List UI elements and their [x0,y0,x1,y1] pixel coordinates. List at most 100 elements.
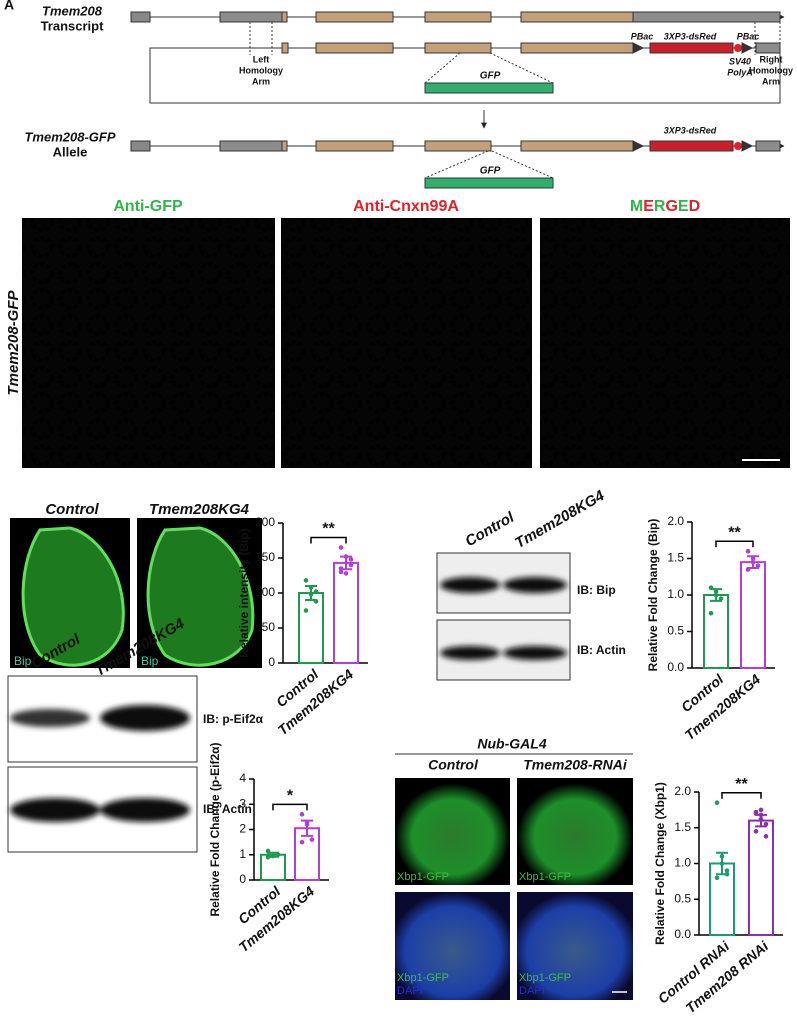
label: Nub-GAL4 [477,736,546,752]
data-point [270,853,276,859]
bar [740,561,766,670]
label: Control [462,508,517,550]
y-tick-label: 0 [239,872,246,886]
data-point [714,800,720,806]
data-point [750,556,756,561]
data-point [719,861,725,866]
label: Tmem208KG4 [512,487,608,552]
significance-bracket [272,803,308,811]
data-point [719,854,725,859]
data-point [763,821,769,827]
diagram-shapes [130,11,785,189]
y-tick-label: 200 [255,515,275,529]
data-point [275,852,281,858]
label: Tmem208-GFP [5,289,22,395]
data-point [724,871,730,877]
label: Anti-Cnxn99A [353,198,459,215]
label: Tmem208-GFP [24,129,115,144]
significance-label: * [287,788,294,805]
label: GFP [480,71,501,82]
data-point [714,875,720,881]
data-point [303,608,309,613]
label: Xbp1-GFP [519,972,571,984]
y-tick-label: 2 [239,822,246,836]
label: Arm [762,76,780,86]
y-tick-label: 100 [255,585,275,599]
data-point [755,563,761,569]
data-point [708,585,714,590]
label: Tmem208 [42,3,103,18]
label: IB: p-Eif2α [203,712,264,726]
data-point [708,610,714,616]
significance-label: ** [728,524,741,541]
data-point [265,848,271,854]
label: IB: Actin [203,802,252,816]
label: Transcript [41,18,105,33]
label: Allele [53,144,88,159]
label: SV40 [729,56,751,66]
significance-label: ** [322,521,335,538]
data-point [304,822,310,827]
data-point [745,548,751,554]
label: IB: Actin [577,643,626,657]
data-point [338,569,344,575]
data-point [713,589,719,594]
y-axis-label: Relative Fold Change (p-Eif2α) [208,742,222,916]
label: Right [760,54,783,64]
data-point [713,592,719,598]
label: PBac [631,31,654,41]
data-point [313,599,319,604]
data-point [303,578,309,583]
label: Left [253,54,270,64]
label: GFP [480,166,501,177]
bar [298,592,324,664]
label: Xbp1-GFP [397,871,449,883]
y-tick-label: 1.0 [667,587,684,601]
bar [260,853,286,881]
y-tick-label: 1.0 [674,856,691,870]
y-tick-label: 2.0 [674,784,691,798]
data-point [343,554,349,559]
label: Tmem208KG4 [149,501,250,518]
y-tick-label: 1 [239,847,246,861]
y-tick-label: 50 [262,620,276,634]
label: Xbp1-GFP [519,871,571,883]
y-tick-label: 0.5 [667,624,684,638]
data-point [758,816,764,822]
data-point [265,854,271,860]
significance-bracket [310,536,347,544]
y-tick-label: 0.5 [674,891,691,905]
y-tick-label: 1.5 [674,820,691,834]
data-point [308,585,314,590]
data-point [348,562,354,568]
significance-bracket [715,540,754,548]
label: Control [45,501,99,518]
data-point [338,545,344,550]
y-tick-label: 1.5 [667,551,684,565]
data-point [343,571,349,576]
data-point [338,566,344,571]
label: 3XP3-dsRed [664,125,717,135]
label: Anti-GFP [113,198,183,215]
significance-label: ** [735,776,748,793]
y-tick-label: 0 [268,655,275,669]
label: MERGED [630,198,700,215]
data-point [763,834,769,839]
data-point [308,592,314,597]
label: Homology [239,65,283,75]
label: DAPI [519,985,545,997]
bar [748,819,774,936]
label: PolyA [727,67,753,77]
y-axis-label: Relative Fold Change (Xbp1) [653,782,667,945]
y-tick-label: 0.0 [667,660,684,674]
micrographs [7,218,790,1000]
label: 3XP3-dsRed [664,31,717,41]
data-point [309,837,315,842]
y-axis-label: Relative intensity (Bip) [237,528,251,657]
label: DAPI [397,985,423,997]
label: IB: Bip [577,583,616,597]
y-tick-label: 3 [239,796,246,810]
panel-letter: A [4,0,14,13]
y-tick-label: 0.0 [674,927,691,941]
